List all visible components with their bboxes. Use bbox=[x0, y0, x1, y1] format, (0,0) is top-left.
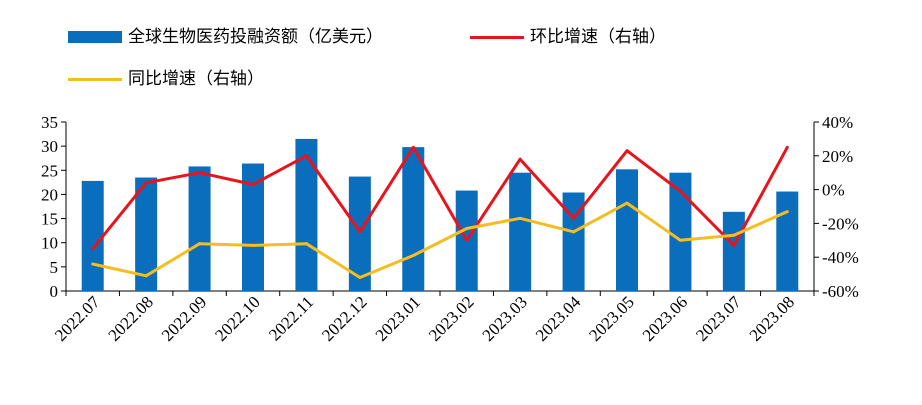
left-tick-label: 35 bbox=[41, 113, 58, 132]
yoy-line-point bbox=[304, 242, 308, 246]
left-tick-label: 25 bbox=[41, 161, 58, 180]
mom-line-point bbox=[625, 149, 629, 153]
x-tick-label: 2022.09 bbox=[158, 292, 211, 345]
bar bbox=[242, 163, 264, 291]
legend-bar-label: 全球生物医药投融资额（亿美元） bbox=[128, 27, 383, 47]
legend-yoy: 同比增速（右轴） bbox=[68, 64, 264, 89]
bar bbox=[509, 172, 532, 291]
left-tick-label: 5 bbox=[50, 258, 59, 277]
yoy-line-point bbox=[785, 210, 789, 214]
mom-line-point bbox=[732, 243, 736, 247]
x-tick-label: 2022.08 bbox=[104, 292, 157, 345]
left-tick-label: 15 bbox=[41, 210, 58, 229]
yoy-line-point bbox=[251, 243, 255, 247]
left-tick-label: 20 bbox=[41, 185, 58, 204]
x-tick-label: 2023.06 bbox=[639, 292, 692, 345]
legend-mom: 环比增速（右轴） bbox=[470, 22, 666, 47]
legend-bar: 全球生物医药投融资额（亿美元） bbox=[68, 22, 383, 47]
bar bbox=[402, 147, 425, 291]
bar bbox=[722, 211, 745, 291]
mom-line-point bbox=[465, 238, 469, 242]
mom-line-point bbox=[304, 154, 308, 158]
bar bbox=[562, 192, 585, 291]
yoy-line-point bbox=[625, 201, 629, 205]
mom-line-point bbox=[251, 183, 255, 187]
yoy-line-point bbox=[358, 275, 362, 279]
bar bbox=[616, 169, 638, 291]
legend-yoy-swatch bbox=[68, 77, 122, 81]
mom-line-point bbox=[144, 181, 148, 185]
x-tick-label: 2023.08 bbox=[746, 292, 799, 345]
x-tick-label: 2023.07 bbox=[692, 292, 745, 345]
mom-line-point bbox=[518, 157, 522, 161]
legend-yoy-label: 同比增速（右轴） bbox=[128, 69, 264, 89]
right-tick-label: -60% bbox=[822, 282, 859, 301]
mom-line-point bbox=[678, 189, 682, 193]
mom-line bbox=[91, 145, 789, 250]
bar bbox=[669, 172, 692, 291]
x-tick-label: 2023.03 bbox=[478, 292, 531, 345]
yoy-line bbox=[92, 201, 788, 279]
yoy-line-point bbox=[465, 226, 469, 230]
yoy-line-point bbox=[91, 262, 95, 266]
x-tick-label: 2022.11 bbox=[265, 292, 317, 344]
mom-line-point bbox=[198, 171, 202, 175]
x-tick-label: 2023.05 bbox=[585, 292, 638, 345]
x-tick-label: 2022.12 bbox=[318, 292, 371, 345]
x-tick-label: 2023.04 bbox=[532, 292, 585, 345]
bar bbox=[188, 166, 211, 291]
line-series bbox=[91, 145, 789, 279]
mom-line-point bbox=[411, 145, 415, 149]
right-tick-label: 20% bbox=[822, 147, 853, 166]
legend-bar-swatch bbox=[68, 31, 122, 43]
yoy-line-point bbox=[411, 254, 415, 258]
legend-mom-label: 环比增速（右轴） bbox=[530, 27, 666, 47]
yoy-line-point bbox=[518, 216, 522, 220]
right-tick-label: 40% bbox=[822, 113, 853, 132]
x-tick-label: 2022.10 bbox=[211, 292, 264, 345]
left-tick-label: 0 bbox=[50, 282, 59, 301]
bar bbox=[348, 176, 371, 291]
yoy-line-point bbox=[678, 238, 682, 242]
bar bbox=[135, 177, 158, 291]
bar bbox=[81, 180, 104, 291]
chart-axes bbox=[61, 121, 819, 296]
x-tick-label: 2023.01 bbox=[372, 292, 425, 345]
mom-line-point bbox=[572, 216, 576, 220]
mom-line-point bbox=[785, 145, 789, 149]
bar bbox=[295, 138, 318, 291]
bar-series bbox=[81, 138, 799, 291]
left-tick-label: 30 bbox=[41, 137, 58, 156]
yoy-line-point bbox=[144, 274, 148, 278]
bar bbox=[776, 191, 799, 291]
right-tick-label: -20% bbox=[822, 214, 859, 233]
yoy-line-point bbox=[732, 233, 736, 237]
mom-line-point bbox=[358, 230, 362, 234]
right-tick-label: -40% bbox=[822, 248, 859, 267]
left-tick-label: 10 bbox=[41, 234, 58, 253]
yoy-line-point bbox=[198, 242, 202, 246]
legend-mom-swatch bbox=[470, 35, 524, 39]
x-tick-label: 2023.02 bbox=[425, 292, 478, 345]
x-tick-label: 2022.07 bbox=[51, 292, 104, 345]
mom-line-point bbox=[91, 247, 95, 251]
right-tick-label: 0% bbox=[822, 181, 845, 200]
yoy-line-point bbox=[572, 230, 576, 234]
